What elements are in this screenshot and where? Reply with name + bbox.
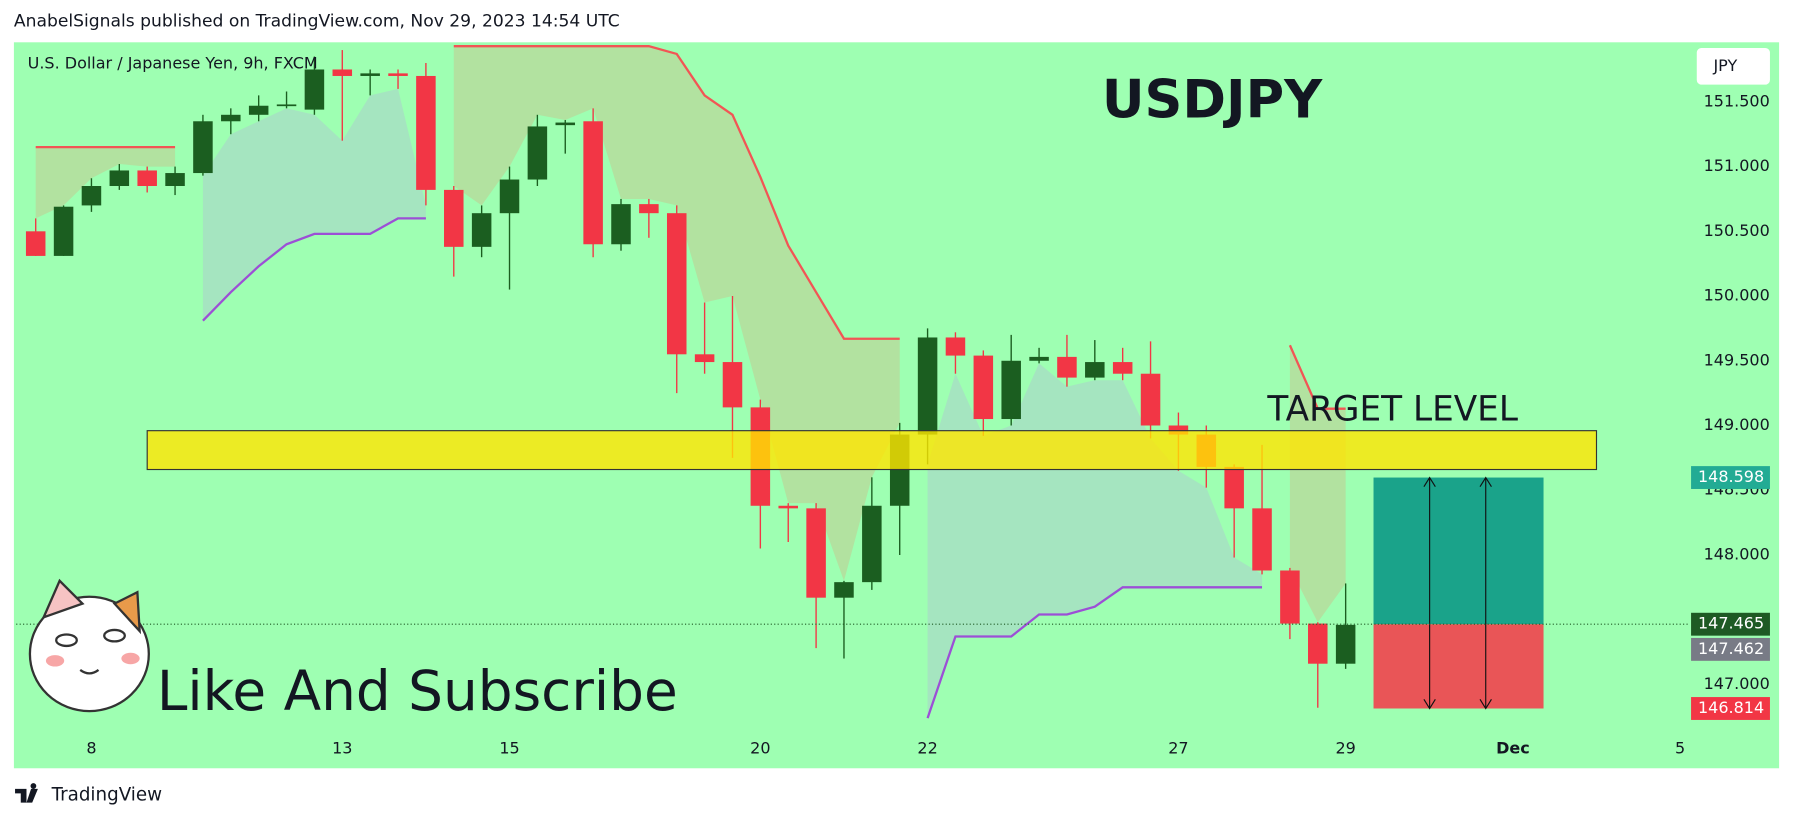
candle-body [248,105,269,115]
indicator-line [926,586,1263,719]
overlay: TARGET LEVEL [16,390,1688,710]
candle-body [165,173,185,187]
x-tick-label: 29 [1335,738,1355,757]
indicator-line [1288,344,1346,410]
publish-header: AnabelSignals published on TradingView.c… [14,12,620,32]
candle-body [694,354,715,363]
price-label: 147.462 [1698,639,1764,658]
candle-body [555,122,576,126]
x-tick-label: 15 [499,738,519,757]
candle-body [1140,373,1161,426]
arrow-head [1479,699,1492,710]
caption: Like And Subscribe [157,659,678,723]
price-label-box [1691,466,1770,489]
candle-body [499,179,520,214]
candle-body [611,204,631,245]
indicator-cloud [35,147,176,219]
y-tick-label: 151.500 [1704,91,1770,110]
candle-body [722,362,743,408]
footer-brand: TradingView [51,785,163,806]
candle-body [1112,362,1133,374]
x-tick-label: 20 [750,738,770,757]
candle-body [193,121,213,174]
candle-body [1280,570,1300,624]
candle-body [53,206,74,256]
indicator-line [453,45,900,340]
candle-body [1335,624,1356,664]
arrow-head [1423,699,1436,710]
candle-body [862,505,882,583]
candle-body [471,213,492,247]
tradingview-logo [15,783,38,803]
candle-body [945,337,966,356]
y-tick-label: 148.000 [1704,544,1770,563]
candle-body [1252,508,1272,571]
price-label-box [1691,637,1770,661]
candle-body [388,73,408,76]
price-label-box [1691,697,1770,720]
candle-body [332,69,353,76]
currency-box[interactable] [1696,48,1770,85]
candle-body [834,582,854,598]
candle-body [1001,360,1021,420]
candle-body [137,170,157,187]
candle-body [1085,362,1105,378]
symbol-title: USDJPY [1102,70,1323,131]
candle-body [778,505,798,509]
candle-body [25,231,46,256]
candle-body [583,121,603,245]
arrow-head [1423,476,1436,487]
candle-body [109,170,130,187]
candle-body [973,355,994,420]
candle-body [360,73,380,76]
y-tick-label: 149.000 [1704,415,1770,434]
mascot [28,578,150,713]
profit-zone [1373,477,1544,625]
candle-body [639,204,659,214]
candle-body [221,114,241,122]
target-zone [146,430,1598,471]
candle-body [917,337,938,435]
x-tick-label: 22 [917,738,937,757]
candle-body [276,104,297,107]
arrow-head [1479,476,1492,487]
x-tick-label: 8 [86,738,96,757]
candle-body [416,75,436,190]
candle-body [1029,356,1049,361]
candle-body [806,508,826,598]
y-tick-label: 150.000 [1704,286,1770,305]
candle-body [1168,425,1189,435]
y-tick-label: 151.000 [1704,156,1770,175]
candle-body [444,189,464,247]
indicator-line [202,217,426,322]
price-label-box [1691,612,1770,636]
candle-body [81,186,102,206]
target-label: TARGET LEVEL [1266,390,1518,430]
candle-body [527,126,548,180]
currency[interactable]: JPY [1712,56,1737,75]
indicator-cloud [1289,345,1346,623]
candle-body [666,213,687,355]
price-label: 148.598 [1698,467,1764,486]
x-tick-label: 5 [1675,738,1685,757]
indicator-cloud [202,88,426,321]
chart-title: U.S. Dollar / Japanese Yen, 9h, FXCM [28,54,318,73]
candle-body [1308,623,1328,664]
x-tick-label: 27 [1168,738,1188,757]
candle-body [304,69,325,110]
price-label: 146.814 [1698,698,1764,717]
candle-body [1224,466,1244,509]
y-tick-label: 147.000 [1704,674,1770,693]
x-tick-label: 13 [332,738,352,757]
x-tick-label: Dec [1496,738,1530,757]
candle-body [1057,356,1077,378]
y-tick-label: 149.500 [1704,350,1770,369]
loss-zone [1373,624,1544,709]
price-label: 147.465 [1698,614,1764,633]
y-tick-label: 150.500 [1704,221,1770,240]
